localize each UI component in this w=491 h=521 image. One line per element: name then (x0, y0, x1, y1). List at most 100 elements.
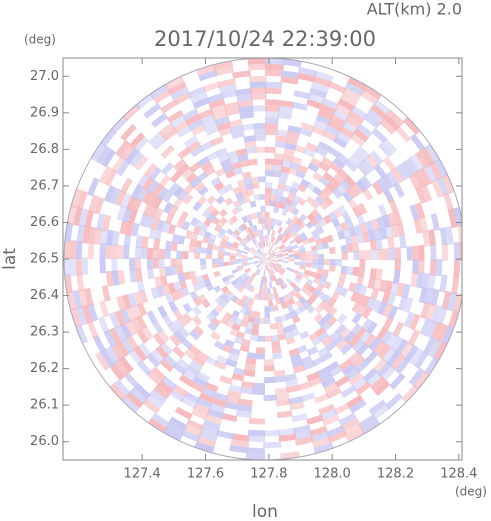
echo-cell (263, 394, 278, 401)
echo-cell (335, 259, 342, 267)
echo-cell (321, 376, 336, 389)
echo-cell (139, 289, 149, 304)
echo-cell (306, 414, 324, 425)
echo-cell (371, 181, 384, 196)
echo-cell (336, 313, 348, 325)
echo-cell (270, 261, 276, 265)
echo-cell (248, 417, 265, 425)
echo-cell (253, 256, 260, 259)
echo-cell (352, 242, 360, 253)
echo-cell (245, 277, 252, 284)
echo-cell (124, 147, 140, 165)
echo-cell (143, 103, 162, 119)
echo-cell (169, 170, 183, 183)
echo-cell (226, 241, 233, 247)
echo-cell (388, 199, 399, 214)
echo-cell (168, 182, 180, 195)
echo-cell (170, 114, 187, 129)
echo-cell (96, 213, 106, 231)
echo-cell (334, 224, 344, 234)
echo-cell (373, 380, 391, 396)
echo-cell (348, 154, 363, 168)
echo-cell (248, 63, 267, 71)
echo-cell (386, 170, 399, 187)
echo-cell (271, 236, 276, 243)
echo-cell (270, 188, 278, 196)
echo-cell (249, 272, 255, 279)
echo-cell (177, 146, 192, 160)
echo-cell (265, 193, 272, 201)
echo-cell (265, 164, 275, 171)
x-tick-label: 127.4 (124, 467, 161, 482)
x-tick-label: 128.4 (440, 467, 477, 482)
echo-cell (86, 320, 99, 339)
echo-cell (205, 151, 219, 162)
echo-cell (428, 229, 436, 247)
echo-cell (120, 308, 132, 324)
echo-cell (277, 220, 283, 227)
echo-cell (359, 250, 366, 260)
echo-cell (125, 306, 137, 322)
echo-cell (261, 288, 265, 295)
echo-cell (220, 89, 238, 100)
echo-cell (254, 243, 260, 250)
echo-cell (179, 374, 195, 387)
echo-cell (265, 259, 271, 262)
echo-cell (339, 272, 347, 282)
echo-cell (347, 351, 362, 364)
echo-cell (270, 323, 278, 330)
echo-cell (311, 263, 318, 269)
echo-cell (312, 436, 332, 448)
echo-cell (434, 158, 448, 179)
echo-cell (235, 235, 243, 242)
echo-cell (204, 166, 216, 177)
echo-cell (413, 370, 430, 390)
echo-cell (315, 146, 329, 158)
echo-cell (239, 279, 246, 287)
echo-cell (314, 304, 324, 314)
echo-cell (165, 421, 186, 436)
echo-cell (425, 319, 438, 339)
echo-cell (147, 192, 159, 207)
echo-cell (213, 224, 222, 233)
echo-cell (259, 256, 265, 259)
echo-cell (128, 349, 143, 366)
echo-cell (344, 236, 353, 246)
echo-cell (317, 317, 328, 328)
echo-cell (322, 171, 335, 183)
echo-cell (237, 154, 249, 162)
echo-cell (197, 195, 208, 206)
echo-cell (259, 256, 265, 259)
echo-cell (241, 223, 248, 230)
echo-cell (298, 221, 307, 229)
echo-cell (273, 246, 279, 252)
echo-cell (265, 258, 271, 259)
echo-cell (78, 289, 88, 308)
echo-cell (276, 410, 293, 419)
echo-cell (93, 196, 105, 215)
echo-cell (87, 303, 99, 322)
echo-cell (353, 250, 360, 260)
echo-cell (250, 93, 267, 100)
echo-cell (103, 329, 117, 348)
echo-cell (268, 241, 272, 248)
echo-cell (193, 181, 205, 193)
echo-cell (300, 392, 316, 403)
echo-cell (356, 304, 367, 317)
echo-cell (247, 226, 253, 234)
echo-cell (173, 281, 182, 292)
echo-cell (223, 279, 232, 287)
echo-cell (146, 310, 158, 324)
echo-cell (285, 218, 293, 226)
echo-cell (241, 254, 248, 258)
echo-cell (386, 109, 405, 127)
echo-cell (75, 257, 83, 276)
echo-cell (235, 258, 242, 262)
echo-cell (196, 397, 213, 409)
echo-cell (387, 212, 397, 227)
echo-cell (121, 395, 140, 413)
echo-cell (279, 245, 286, 251)
echo-cell (145, 215, 155, 229)
echo-cell (295, 238, 303, 245)
echo-cell (312, 254, 319, 260)
